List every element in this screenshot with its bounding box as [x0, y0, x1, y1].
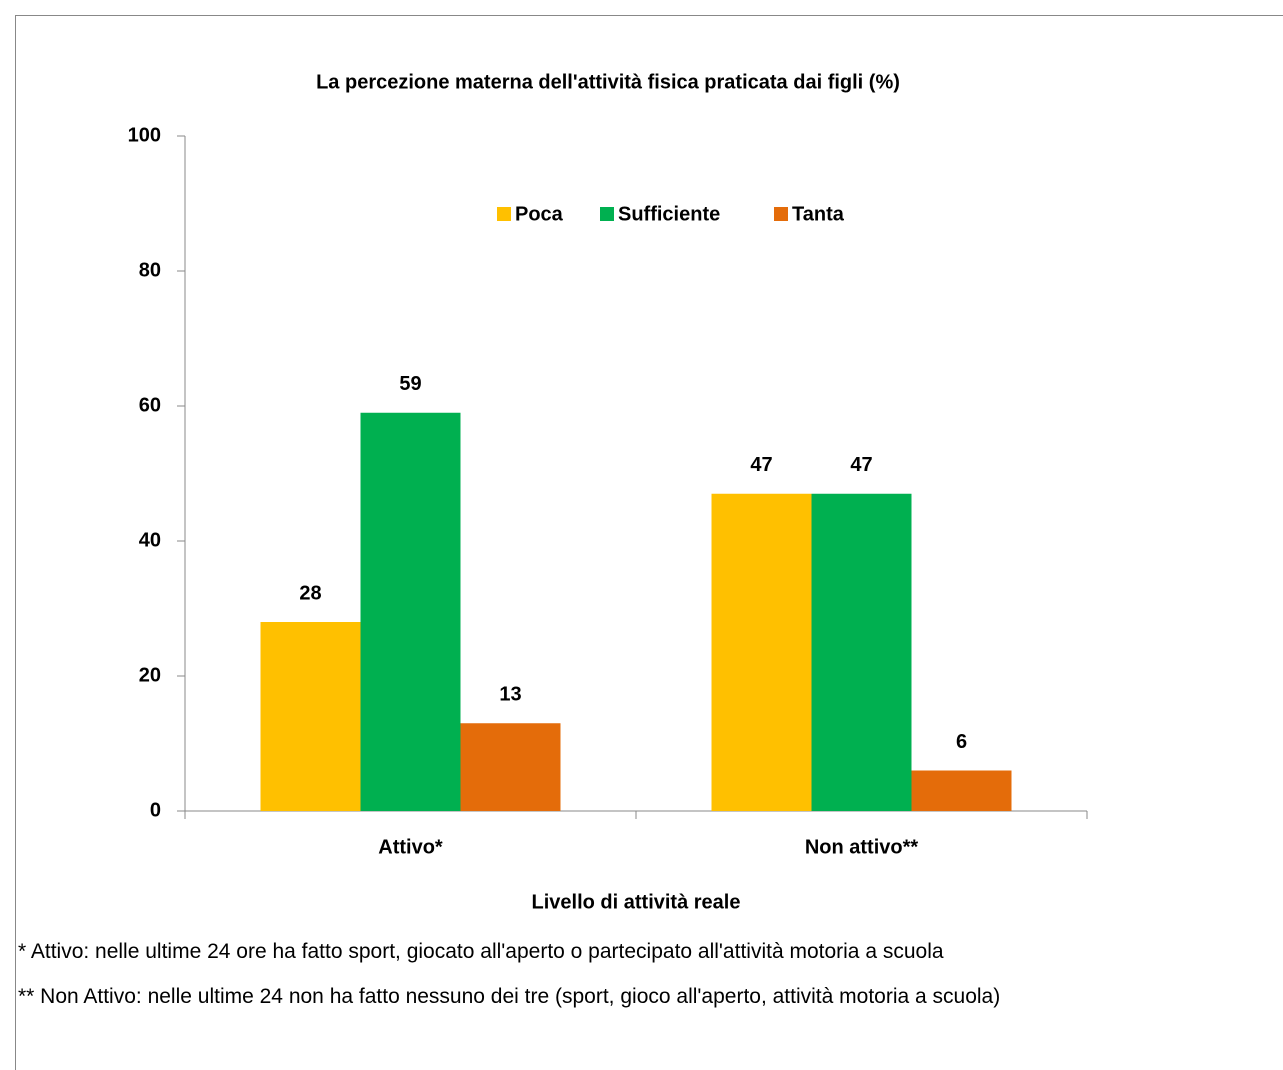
- data-label: 47: [850, 454, 872, 476]
- footnote: * Attivo: nelle ultime 24 ore ha fatto s…: [18, 940, 944, 963]
- legend-label: Tanta: [792, 203, 845, 225]
- legend-label: Poca: [515, 203, 564, 225]
- y-tick-label: 100: [128, 124, 161, 146]
- bar: [260, 622, 361, 811]
- data-label: 6: [956, 731, 967, 753]
- y-tick-label: 60: [139, 394, 161, 416]
- footnotes: * Attivo: nelle ultime 24 ore ha fatto s…: [18, 936, 1258, 1026]
- bar: [911, 770, 1012, 811]
- data-label: 13: [499, 684, 521, 706]
- x-tick-label: Attivo*: [378, 836, 443, 858]
- bar: [811, 493, 912, 811]
- legend-label: Sufficiente: [618, 203, 720, 225]
- y-tick-label: 80: [139, 259, 161, 281]
- chart-title: La percezione materna dell'attività fisi…: [316, 71, 900, 93]
- chart-border: [15, 15, 1283, 1070]
- bar: [460, 723, 561, 811]
- y-tick-label: 20: [139, 664, 161, 686]
- bar: [711, 493, 812, 811]
- data-label: 28: [299, 582, 321, 604]
- footnote: ** Non Attivo: nelle ultime 24 non ha fa…: [18, 985, 1001, 1008]
- data-label: 47: [750, 454, 772, 476]
- y-tick-label: 0: [150, 799, 161, 821]
- legend-swatch: [600, 207, 614, 221]
- bar: [360, 412, 461, 811]
- legend-swatch: [497, 207, 511, 221]
- x-axis-title: Livello di attività reale: [532, 891, 741, 913]
- x-tick-label: Non attivo**: [805, 836, 919, 858]
- legend-swatch: [774, 207, 788, 221]
- y-tick-label: 40: [139, 529, 161, 551]
- data-label: 59: [399, 373, 421, 395]
